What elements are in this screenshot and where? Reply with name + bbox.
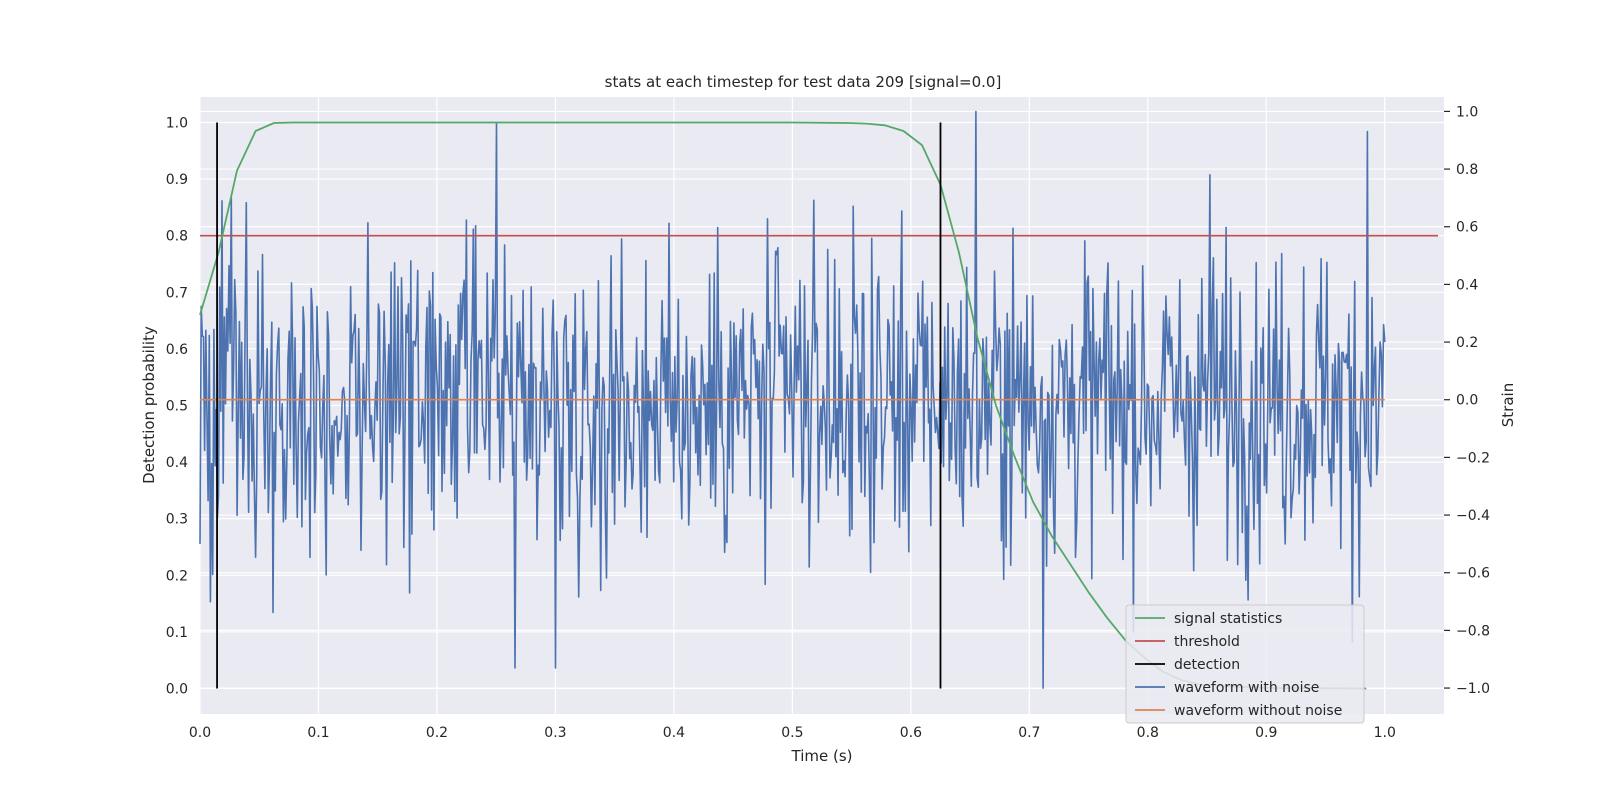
x-tick-label: 0.0 (189, 725, 211, 741)
y2-tick-label: 0.2 (1456, 335, 1478, 351)
x-axis-title: Time (s) (791, 747, 853, 765)
y-tick-label: 0.7 (166, 285, 188, 301)
y-tick-label: 0.0 (166, 682, 188, 698)
legend-label: detection (1174, 657, 1240, 673)
y-axis-title: Detection probability (140, 326, 158, 484)
y2-tick-label: −0.2 (1456, 450, 1490, 466)
legend-label: waveform with noise (1174, 680, 1319, 696)
x-tick-label: 0.8 (1137, 725, 1159, 741)
y-tick-label: 0.6 (166, 342, 188, 358)
y2-tick-label: 0.4 (1456, 277, 1478, 293)
y-tick-label: 0.8 (166, 229, 188, 245)
x-tick-label: 1.0 (1374, 725, 1396, 741)
y2-tick-label: −0.8 (1456, 623, 1490, 639)
legend-label: threshold (1174, 634, 1240, 650)
chart-title: stats at each timestep for test data 209… (605, 73, 1002, 91)
y2-tick-label: 0.8 (1456, 162, 1478, 178)
x-tick-label: 0.9 (1255, 725, 1277, 741)
x-tick-label: 0.1 (307, 725, 329, 741)
series-waveform-with-noise (199, 110, 1386, 689)
y2-tick-label: 0.6 (1456, 220, 1478, 236)
y2-tick-label: −0.4 (1456, 508, 1490, 524)
y-tick-label: 0.9 (166, 172, 188, 188)
y2-tick-label: 1.0 (1456, 104, 1478, 120)
legend-label: waveform without noise (1174, 703, 1342, 719)
x-tick-label: 0.7 (1018, 725, 1040, 741)
x-tick-label: 0.3 (544, 725, 566, 741)
legend: signal statistics threshold detection wavef… (1125, 604, 1365, 724)
legend-label: signal statistics (1174, 611, 1282, 627)
x-tick-label: 0.2 (426, 725, 448, 741)
y-tick-label: 1.0 (166, 115, 188, 131)
y2-axis-title: Strain (1499, 383, 1517, 427)
y-tick-label: 0.4 (166, 455, 188, 471)
y-tick-label: 0.2 (166, 568, 188, 584)
y2-tick-label: −1.0 (1456, 681, 1490, 697)
y-tick-label: 0.3 (166, 512, 188, 528)
x-tick-label: 0.5 (781, 725, 803, 741)
legend-box (1125, 604, 1365, 724)
y-tick-label: 0.1 (166, 625, 188, 641)
x-tick-label: 0.6 (900, 725, 922, 741)
x-tick-label: 0.4 (663, 725, 685, 741)
y2-tick-label: −0.6 (1456, 566, 1490, 582)
y2-tick-label: 0.0 (1456, 393, 1478, 409)
y-tick-label: 0.5 (166, 399, 188, 415)
axes: 0.0 0.1 0.2 0.3 0.4 0.5 0.6 0.7 0.8 0.9 1.0 0.0 0.1 0… (166, 104, 1490, 741)
